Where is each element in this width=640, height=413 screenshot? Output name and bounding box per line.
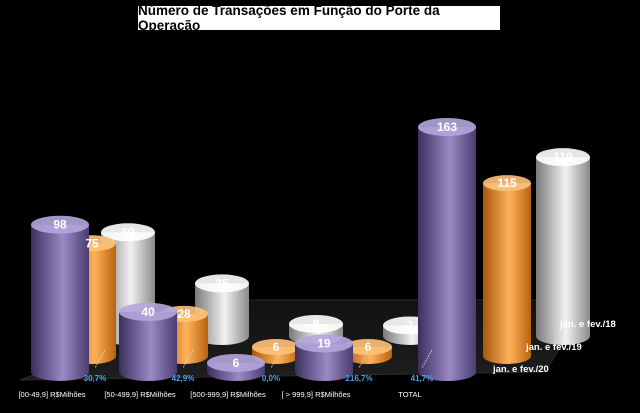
percent-arrow bbox=[94, 349, 106, 369]
series-label: jan. e fev./20 bbox=[492, 364, 549, 375]
percent-arrow bbox=[421, 349, 433, 369]
bar-top bbox=[207, 353, 265, 372]
percent-arrow bbox=[358, 349, 370, 369]
data-label: 6 bbox=[273, 340, 280, 354]
percent-arrow bbox=[270, 349, 282, 369]
bar bbox=[536, 157, 590, 345]
category-label: [500-999,9] R$Milhões bbox=[190, 390, 266, 399]
percent-change-label: 216,7% bbox=[345, 374, 372, 383]
series-label: jan. e fev./19 bbox=[525, 342, 582, 353]
chart-title: Número de Transações em Função do Porte … bbox=[138, 3, 500, 33]
percent-change-label: 0,0% bbox=[262, 374, 280, 383]
category-label: [50-499,9] R$Milhões bbox=[104, 390, 176, 399]
bar-top bbox=[31, 215, 89, 234]
data-label: 6 bbox=[233, 356, 240, 370]
percent-change-label: 30,7% bbox=[84, 374, 107, 383]
data-label: 98 bbox=[53, 218, 67, 232]
bar-top bbox=[344, 338, 392, 355]
bar bbox=[483, 183, 531, 364]
bar-top bbox=[295, 334, 353, 353]
data-label: 7 bbox=[407, 318, 414, 332]
data-label: 40 bbox=[141, 305, 155, 319]
bar bbox=[119, 311, 177, 381]
series-label: jan. e fev./18 bbox=[559, 319, 616, 330]
category-label: [00-49,9] R$Milhões bbox=[18, 390, 85, 399]
data-label: 6 bbox=[365, 340, 372, 354]
data-label: 75 bbox=[85, 236, 99, 250]
data-label: 19 bbox=[317, 336, 331, 350]
bar-top bbox=[252, 338, 300, 355]
data-label: 119 bbox=[553, 150, 573, 164]
bar-top bbox=[119, 302, 177, 321]
bar-top bbox=[289, 314, 343, 333]
bar-top bbox=[101, 223, 155, 242]
bar bbox=[295, 343, 353, 381]
data-label: 163 bbox=[437, 120, 457, 134]
bar bbox=[31, 224, 89, 381]
data-label: 69 bbox=[121, 225, 135, 239]
bar bbox=[195, 283, 249, 345]
percent-change-label: 41,7% bbox=[411, 374, 434, 383]
bar-top bbox=[195, 274, 249, 293]
percent-change-label: 42,9% bbox=[172, 374, 195, 383]
data-label: 115 bbox=[497, 176, 517, 190]
data-label: 35 bbox=[215, 276, 229, 290]
bar-top bbox=[483, 175, 531, 192]
bar-top bbox=[418, 118, 476, 136]
category-label: TOTAL bbox=[398, 390, 421, 399]
bar-top bbox=[536, 148, 590, 167]
category-label: [ > 999,9] R$Milhões bbox=[282, 390, 351, 399]
data-label: 28 bbox=[177, 307, 191, 321]
data-label: 8 bbox=[313, 317, 320, 331]
bar bbox=[418, 127, 476, 381]
percent-arrow bbox=[182, 349, 194, 369]
